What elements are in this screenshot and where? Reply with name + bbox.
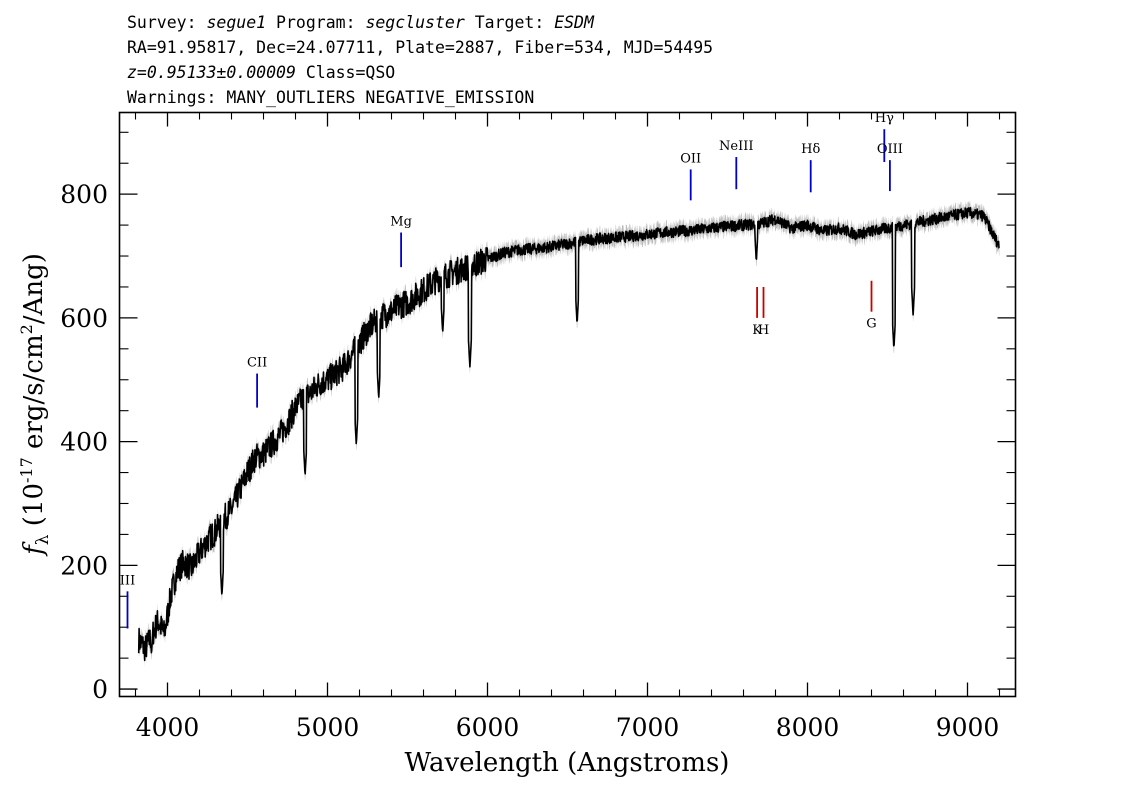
y-axis-title-exp: -17 xyxy=(17,457,36,483)
header-line-coordinates: RA=91.95817, Dec=24.07711, Plate=2887, F… xyxy=(127,38,713,57)
error-band xyxy=(138,200,1000,668)
marker-label-mg: Mg xyxy=(390,215,412,230)
x-tick-label: 9000 xyxy=(936,713,1000,742)
marker-label-k: K xyxy=(752,323,762,338)
y-tick-label: 600 xyxy=(60,304,108,333)
marker-label-neiii: NeIII xyxy=(719,139,753,154)
x-axis-title: Wavelength (Angstroms) xyxy=(405,748,730,778)
flux-layer xyxy=(137,207,1000,662)
header-survey-part-1: segue1 xyxy=(206,13,266,32)
marker-label-cii: CII xyxy=(247,356,267,371)
y-tick-label: 200 xyxy=(60,551,108,580)
y-tick-label: 400 xyxy=(60,428,108,457)
error-band-layer xyxy=(138,200,1000,668)
header-survey-part-4: Target: xyxy=(465,13,554,32)
header-redshift-part-0: z=0.95133±0.00009 xyxy=(127,63,296,82)
marker-label-h: H xyxy=(758,323,769,338)
marker-label-oii: OII xyxy=(680,151,701,166)
header-redshift-part-1: Class=QSO xyxy=(296,63,395,82)
header-survey-part-2: Program: xyxy=(266,13,365,32)
x-tick-label: 5000 xyxy=(296,713,360,742)
header-survey-part-3: segcluster xyxy=(365,13,464,32)
y-tick-label: 0 xyxy=(92,675,108,704)
axis-ticks: 4000 5000 6000 7000 8000 9000 0 200 400 600 800 xyxy=(60,112,1016,742)
marker-label-h: Hδ xyxy=(801,142,820,157)
y-axis-title-open: (10 xyxy=(19,483,49,535)
header-survey-part-5: ESDM xyxy=(554,13,595,32)
x-tick-label: 4000 xyxy=(136,713,200,742)
header-survey-part-0: Survey: xyxy=(127,13,206,32)
marker-label-oiii: OIII xyxy=(877,142,903,157)
x-tick-label: 8000 xyxy=(776,713,840,742)
x-tick-label: 6000 xyxy=(456,713,520,742)
flux-line xyxy=(137,207,1000,662)
plot-frame xyxy=(118,111,1017,698)
x-tick-label: 7000 xyxy=(616,713,680,742)
y-axis-title-lambda: λ xyxy=(33,534,53,545)
marker-label-g: G xyxy=(866,317,876,332)
y-axis-title-units: erg/s/cm xyxy=(19,334,49,457)
header-line-survey: Survey: segue1 Program: segcluster Targe… xyxy=(127,13,595,32)
y-tick-label: 800 xyxy=(60,180,108,209)
y-axis-title-close: /Ang) xyxy=(19,253,49,324)
y-axis-title: fλ (10-17 erg/s/cm2/Ang) xyxy=(17,253,53,557)
marker-label-h: Hγ xyxy=(875,111,894,126)
marker-label-iii: III xyxy=(120,573,135,588)
line-markers: III CII Mg OII NeIII Hδ Hγ OIII KH G xyxy=(120,111,903,629)
y-axis-title-exp2: 2 xyxy=(17,324,36,334)
header-line-warnings: Warnings: MANY_OUTLIERS NEGATIVE_EMISSIO… xyxy=(127,88,534,107)
header-line-redshift: z=0.95133±0.00009 Class=QSO xyxy=(127,63,395,82)
